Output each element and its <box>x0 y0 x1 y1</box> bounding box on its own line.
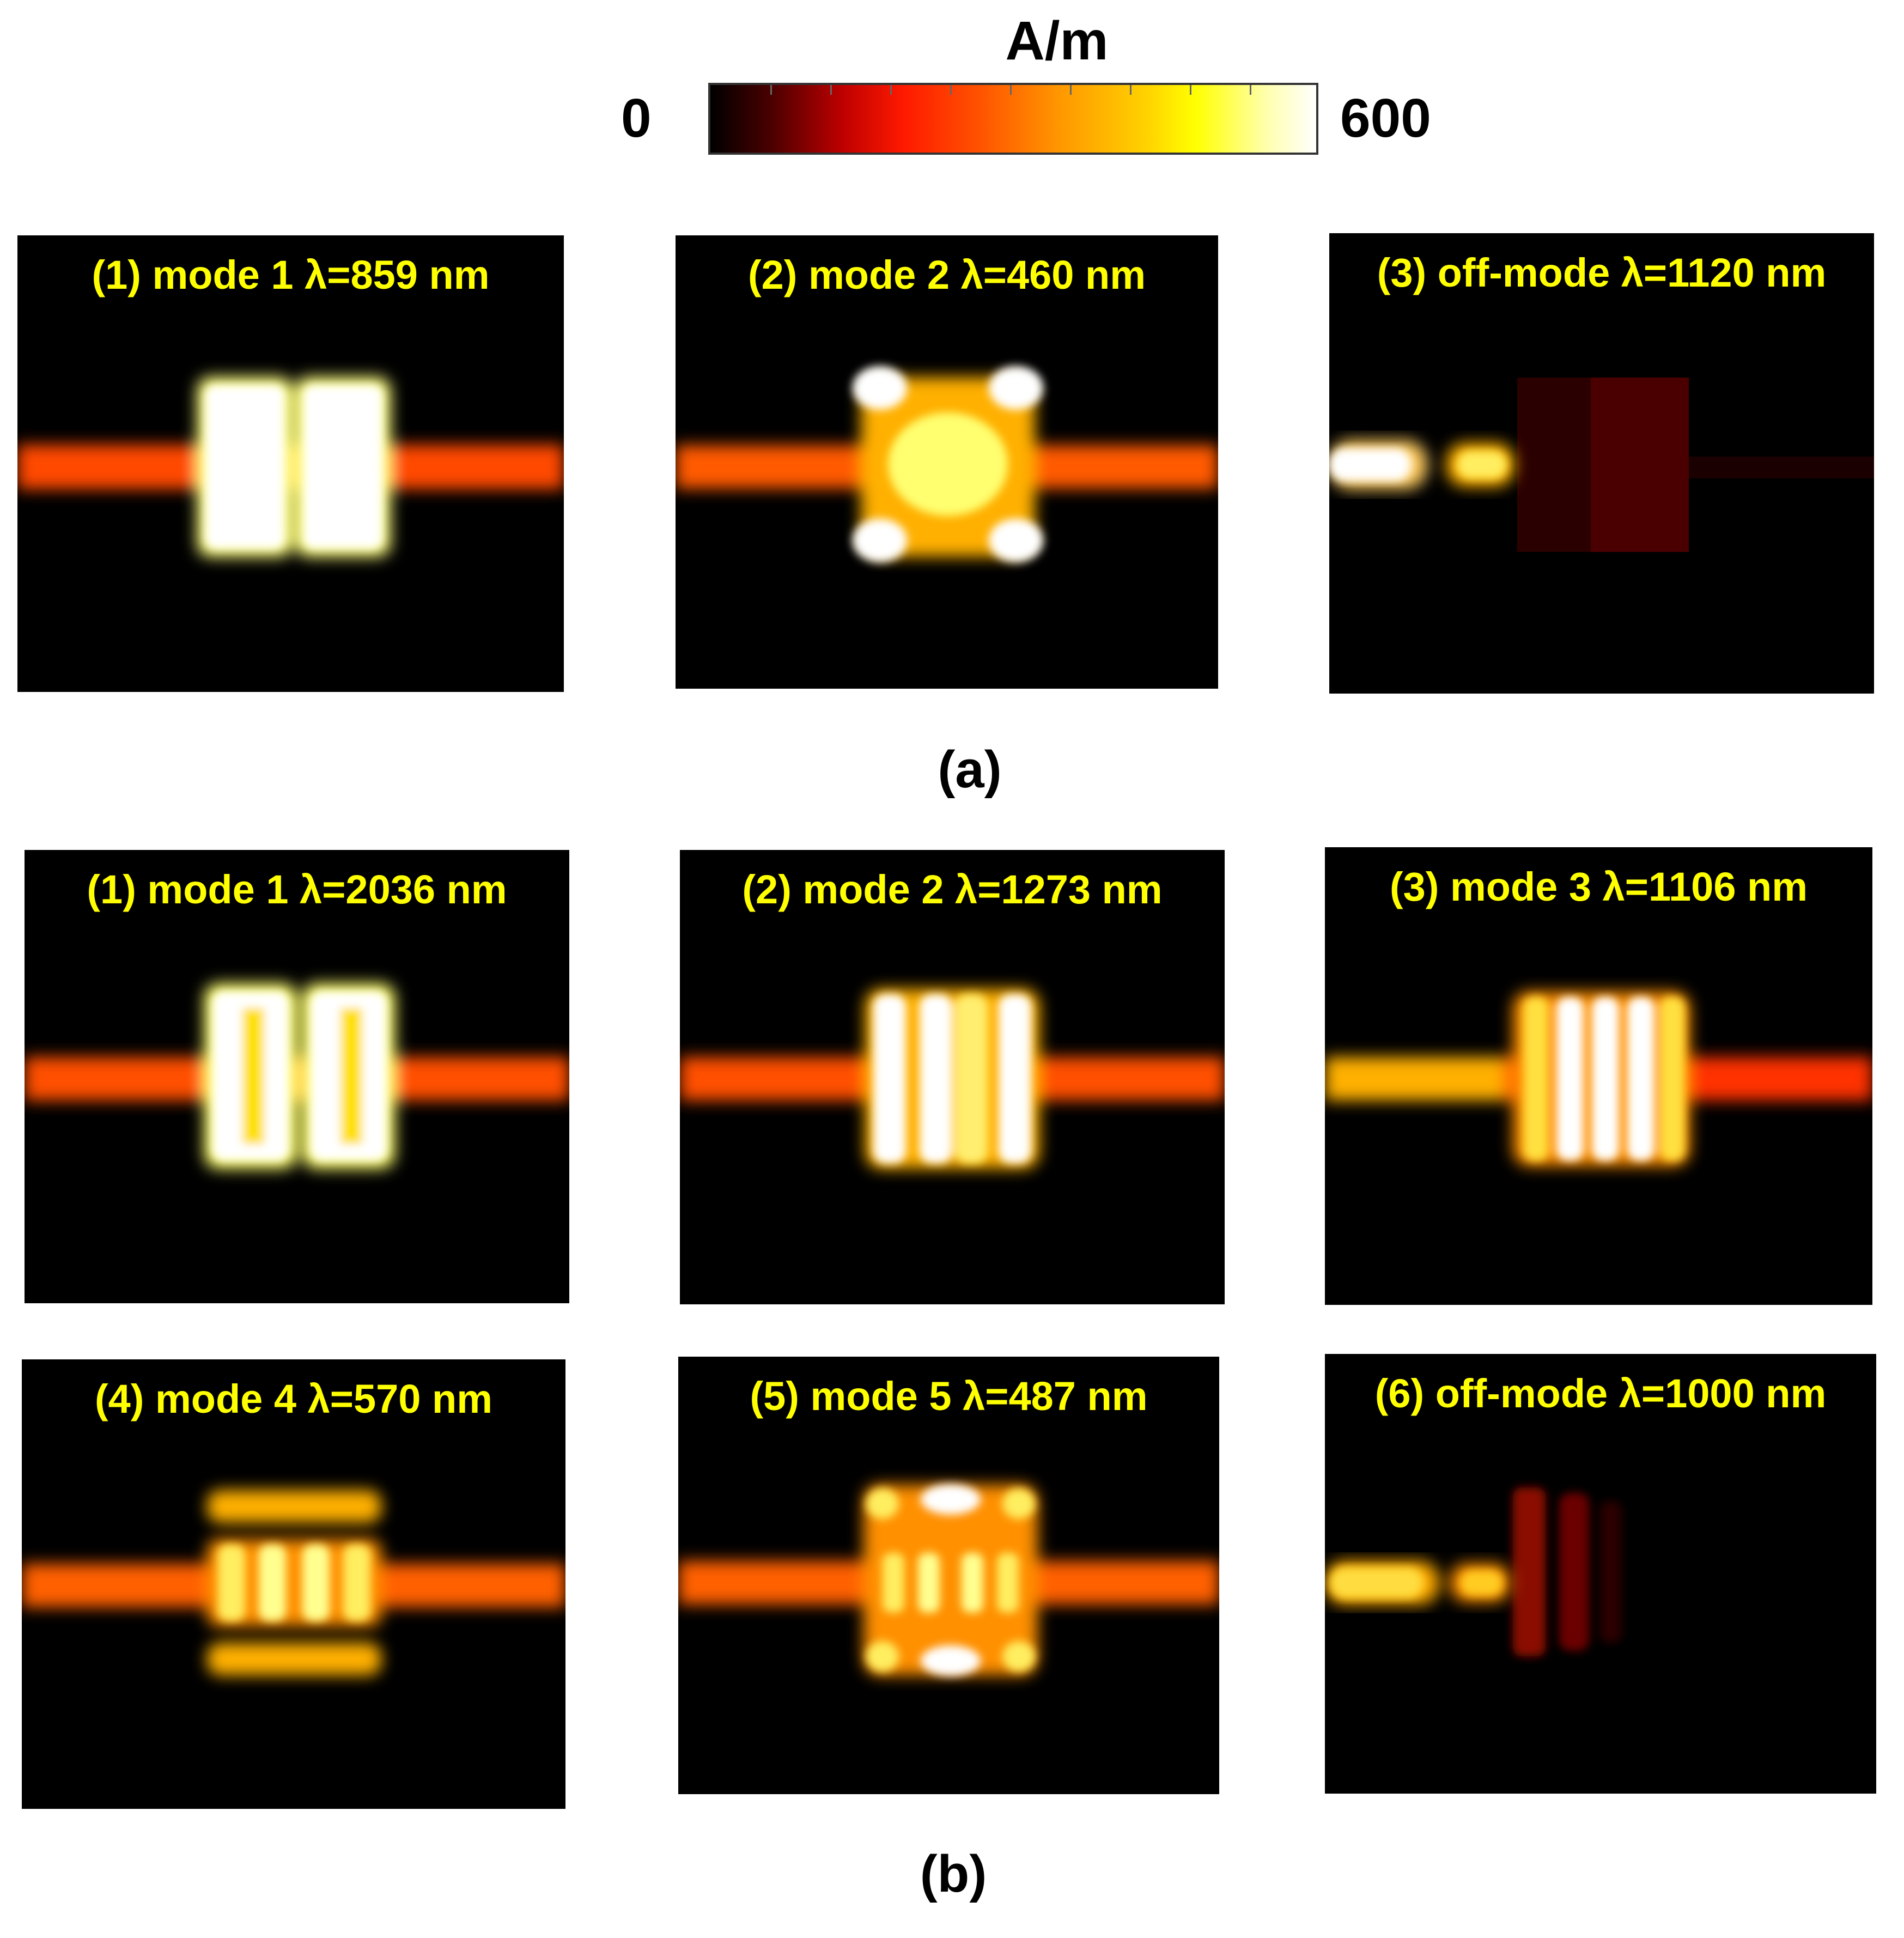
field-map <box>680 989 1225 1169</box>
colorbar-tick <box>1010 85 1012 95</box>
field-map-panel-b1: (1) mode 1 λ=2036 nm <box>25 850 569 1303</box>
panel-title: (6) off-mode λ=1000 nm <box>1374 1371 1827 1416</box>
colorbar-tick <box>890 85 892 95</box>
field-map-panel-b3: (3) mode 3 λ=1106 nm <box>1325 847 1872 1305</box>
panel-title: (5) mode 5 λ=487 nm <box>750 1374 1148 1419</box>
colorbar <box>708 83 1318 155</box>
panel-title: (1) mode 1 λ=2036 nm <box>87 867 507 912</box>
colorbar-tick <box>1250 85 1251 95</box>
panel-title: (4) mode 4 λ=570 nm <box>94 1376 493 1421</box>
colorbar-tick <box>1190 85 1191 95</box>
panel-title: (2) mode 2 λ=460 nm <box>747 252 1146 297</box>
panel-title: (2) mode 2 λ=1273 nm <box>742 867 1163 912</box>
group-label-a: (a) <box>938 740 1002 799</box>
field-map <box>17 377 564 557</box>
field-map-panel-b2: (2) mode 2 λ=1273 nm <box>680 850 1225 1304</box>
colorbar-max-label: 600 <box>1340 88 1431 149</box>
field-map <box>25 983 569 1169</box>
field-map <box>1329 378 1874 552</box>
field-map <box>1325 1487 1622 1656</box>
field-map <box>1325 992 1872 1166</box>
field-map-panel-b4: (4) mode 4 λ=570 nm <box>22 1359 565 1809</box>
field-map-panel-a3: (3) off-mode λ=1120 nm <box>1329 233 1874 694</box>
field-map-panel-a1: (1) mode 1 λ=859 nm <box>17 235 564 692</box>
colorbar-tick <box>1070 85 1072 95</box>
field-map-panel-b5: (5) mode 5 λ=487 nm <box>678 1357 1219 1794</box>
colorbar-tick <box>1130 85 1132 95</box>
group-label-b: (b) <box>920 1845 987 1903</box>
panel-title: (3) off-mode λ=1120 nm <box>1377 250 1827 295</box>
field-map-panel-b6: (6) off-mode λ=1000 nm <box>1325 1354 1876 1794</box>
colorbar-tick <box>950 85 952 95</box>
field-map <box>676 366 1218 562</box>
colorbar-tick <box>830 85 832 95</box>
panel-title: (3) mode 3 λ=1106 nm <box>1389 864 1808 909</box>
colorbar-unit: A/m <box>1005 10 1109 71</box>
colorbar-tick <box>770 85 772 95</box>
panel-title: (1) mode 1 λ=859 nm <box>92 252 490 297</box>
field-map-panel-a2: (2) mode 2 λ=460 nm <box>676 235 1218 689</box>
field-map <box>678 1484 1219 1676</box>
colorbar-min-label: 0 <box>621 88 652 149</box>
field-map <box>22 1490 565 1675</box>
